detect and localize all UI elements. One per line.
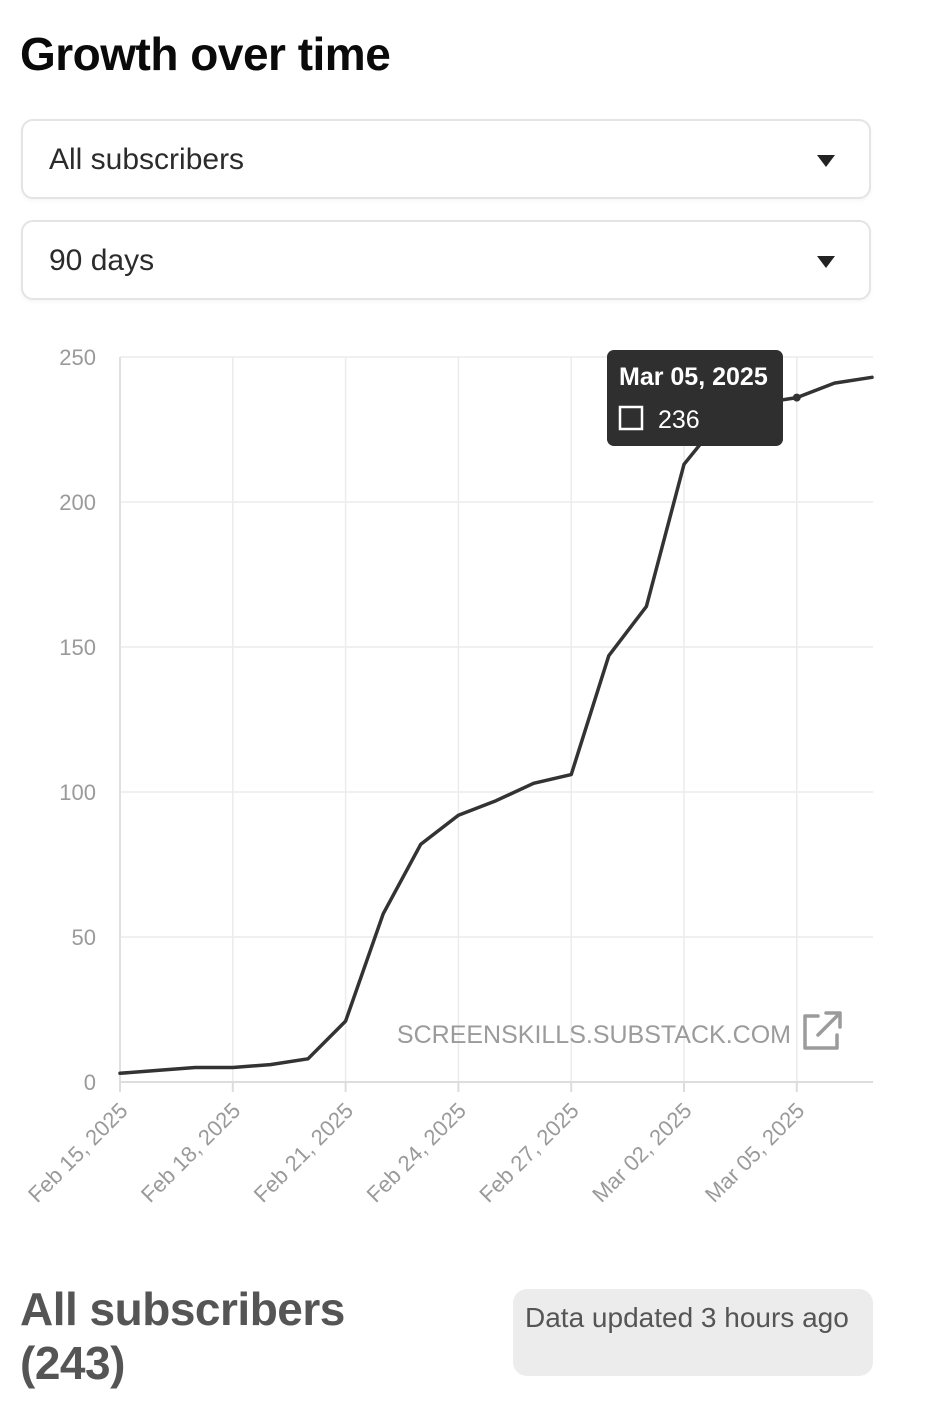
summary-label: All subscribers: [20, 1283, 345, 1335]
y-tick-label: 150: [59, 635, 96, 660]
data-updated-badge: Data updated 3 hours ago: [513, 1289, 873, 1376]
y-tick-label: 0: [84, 1070, 96, 1095]
tooltip-background: [607, 350, 783, 446]
data-points: [792, 393, 801, 402]
chart-grid: [120, 356, 873, 1082]
subscriber-summary: All subscribers (243): [20, 1282, 490, 1390]
x-tick-label: Mar 02, 2025: [587, 1098, 696, 1207]
x-axis-ticks: Feb 15, 2025 Feb 18, 2025 Feb 21, 2025 Feb …: [23, 1098, 809, 1207]
external-link-box: [803, 1014, 839, 1050]
x-tick-label: Mar 05, 2025: [700, 1098, 809, 1207]
x-tick-label: Feb 27, 2025: [474, 1098, 583, 1207]
y-tick-label: 50: [72, 925, 96, 950]
watermark-text: SCREENSKILLS.SUBSTACK.COM: [397, 1021, 791, 1049]
audience-select-value: All subscribers: [49, 143, 245, 176]
x-tick-label: Feb 15, 2025: [23, 1098, 132, 1207]
audience-select[interactable]: All subscribers: [21, 119, 871, 199]
range-select-value: 90 days: [49, 244, 155, 277]
y-tick-label: 200: [59, 490, 96, 515]
external-link-icon: [803, 1011, 842, 1050]
x-tick-label: Feb 18, 2025: [136, 1098, 245, 1207]
tooltip-value: 236: [658, 406, 700, 434]
y-tick-label: 100: [59, 780, 96, 805]
y-axis-ticks: 0 50 100 150 200 250: [59, 345, 96, 1095]
caret-down-icon: [817, 155, 835, 167]
x-tick-label: Feb 24, 2025: [362, 1098, 471, 1207]
tooltip-swatch-icon: [618, 405, 644, 431]
caret-down-icon: [817, 256, 835, 268]
tooltip-date: Mar 05, 2025: [619, 363, 768, 391]
x-tick-label: Feb 21, 2025: [249, 1098, 358, 1207]
summary-count: (243): [20, 1337, 125, 1389]
y-tick-label: 250: [59, 345, 96, 370]
page-title: Growth over time: [20, 28, 391, 80]
watermark[interactable]: SCREENSKILLS.SUBSTACK.COM: [397, 1011, 842, 1050]
range-select[interactable]: 90 days: [21, 220, 871, 300]
external-link-arrow: [816, 1011, 842, 1037]
chart-tooltip: Mar 05, 2025 236: [607, 350, 783, 446]
chart-axes: [119, 357, 873, 1092]
growth-line-chart[interactable]: 0 50 100 150 200 250 Feb 15, 2025 Feb 18, 2025…: [0, 330, 928, 1250]
highlight-point: [792, 393, 801, 402]
